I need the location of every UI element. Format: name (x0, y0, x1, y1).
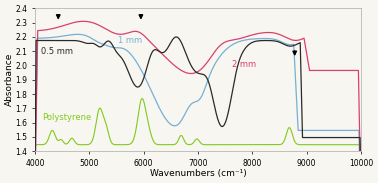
Text: Polystyrene: Polystyrene (42, 113, 91, 122)
Text: 1 mm: 1 mm (118, 36, 142, 45)
Text: 2 mm: 2 mm (232, 59, 256, 69)
Y-axis label: Absorbance: Absorbance (5, 53, 14, 107)
Text: 0.5 mm: 0.5 mm (42, 47, 73, 56)
X-axis label: Wavenumbers (cm⁻¹): Wavenumbers (cm⁻¹) (150, 169, 246, 178)
